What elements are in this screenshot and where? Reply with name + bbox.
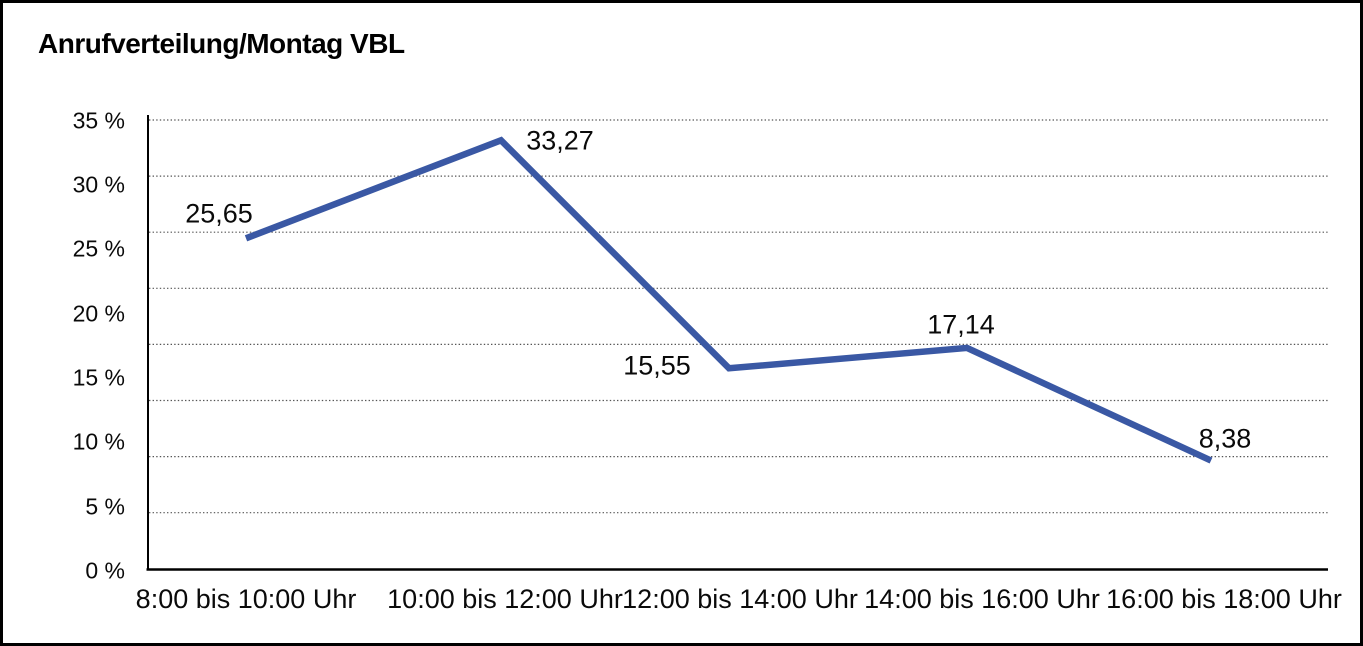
data-point-label: 17,14 bbox=[927, 309, 995, 340]
y-axis-tick-label: 30 % bbox=[72, 171, 125, 198]
y-axis-tick-label: 25 % bbox=[72, 235, 125, 262]
x-axis-tick-label: 14:00 bis 16:00 Uhr bbox=[864, 584, 1100, 614]
x-axis-tick-label: 8:00 bis 10:00 Uhr bbox=[135, 584, 357, 614]
x-axis-tick-label: 12:00 bis 14:00 Uhr bbox=[622, 584, 858, 614]
data-point-label: 33,27 bbox=[526, 125, 594, 156]
y-axis-tick-label: 0 % bbox=[85, 557, 125, 584]
data-point-label: 15,55 bbox=[623, 350, 691, 381]
data-point-label: 8,38 bbox=[1198, 423, 1252, 454]
y-axis-tick-label: 15 % bbox=[72, 364, 125, 391]
data-line bbox=[244, 136, 1213, 464]
y-axis-tick-label: 20 % bbox=[72, 300, 125, 327]
x-axis-tick-label: 16:00 bis 18:00 Uhr bbox=[1106, 584, 1342, 614]
data-point-label: 25,65 bbox=[185, 198, 253, 229]
chart-title: Anrufverteilung/Montag VBL bbox=[38, 28, 405, 59]
y-axis-tick-label: 5 % bbox=[85, 493, 125, 520]
y-axis-tick-label: 10 % bbox=[72, 428, 125, 455]
chart-canvas bbox=[146, 115, 1328, 571]
y-axis-tick-label: 35 % bbox=[72, 107, 125, 133]
x-axis-tick-label: 10:00 bis 12:00 Uhr bbox=[387, 584, 623, 614]
